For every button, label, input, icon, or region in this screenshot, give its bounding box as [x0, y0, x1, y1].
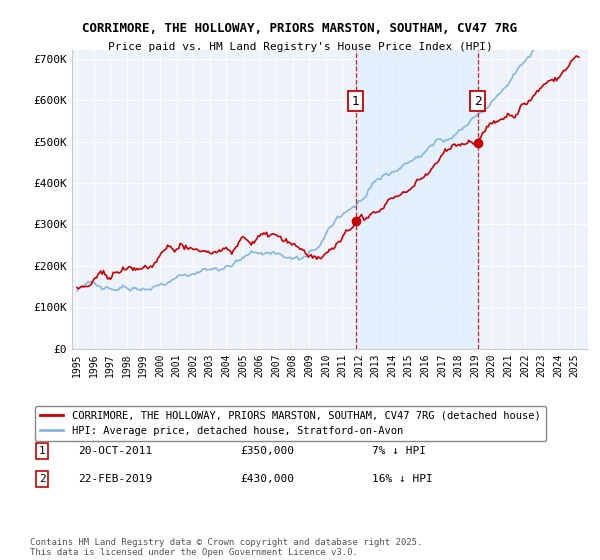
Text: Contains HM Land Registry data © Crown copyright and database right 2025.
This d: Contains HM Land Registry data © Crown c…	[30, 538, 422, 557]
Text: 20-OCT-2011: 20-OCT-2011	[78, 446, 152, 456]
Text: 2: 2	[474, 95, 482, 108]
Text: 1: 1	[352, 95, 359, 108]
Text: £350,000: £350,000	[240, 446, 294, 456]
Text: CORRIMORE, THE HOLLOWAY, PRIORS MARSTON, SOUTHAM, CV47 7RG: CORRIMORE, THE HOLLOWAY, PRIORS MARSTON,…	[83, 22, 517, 35]
Text: Price paid vs. HM Land Registry's House Price Index (HPI): Price paid vs. HM Land Registry's House …	[107, 42, 493, 52]
Text: 7% ↓ HPI: 7% ↓ HPI	[372, 446, 426, 456]
Text: 22-FEB-2019: 22-FEB-2019	[78, 474, 152, 484]
Text: £430,000: £430,000	[240, 474, 294, 484]
Bar	[356, 50, 478, 349]
Text: 16% ↓ HPI: 16% ↓ HPI	[372, 474, 433, 484]
Text: 1: 1	[38, 446, 46, 456]
Text: 2: 2	[38, 474, 46, 484]
Legend: CORRIMORE, THE HOLLOWAY, PRIORS MARSTON, SOUTHAM, CV47 7RG (detached house), HPI: CORRIMORE, THE HOLLOWAY, PRIORS MARSTON,…	[35, 405, 545, 441]
